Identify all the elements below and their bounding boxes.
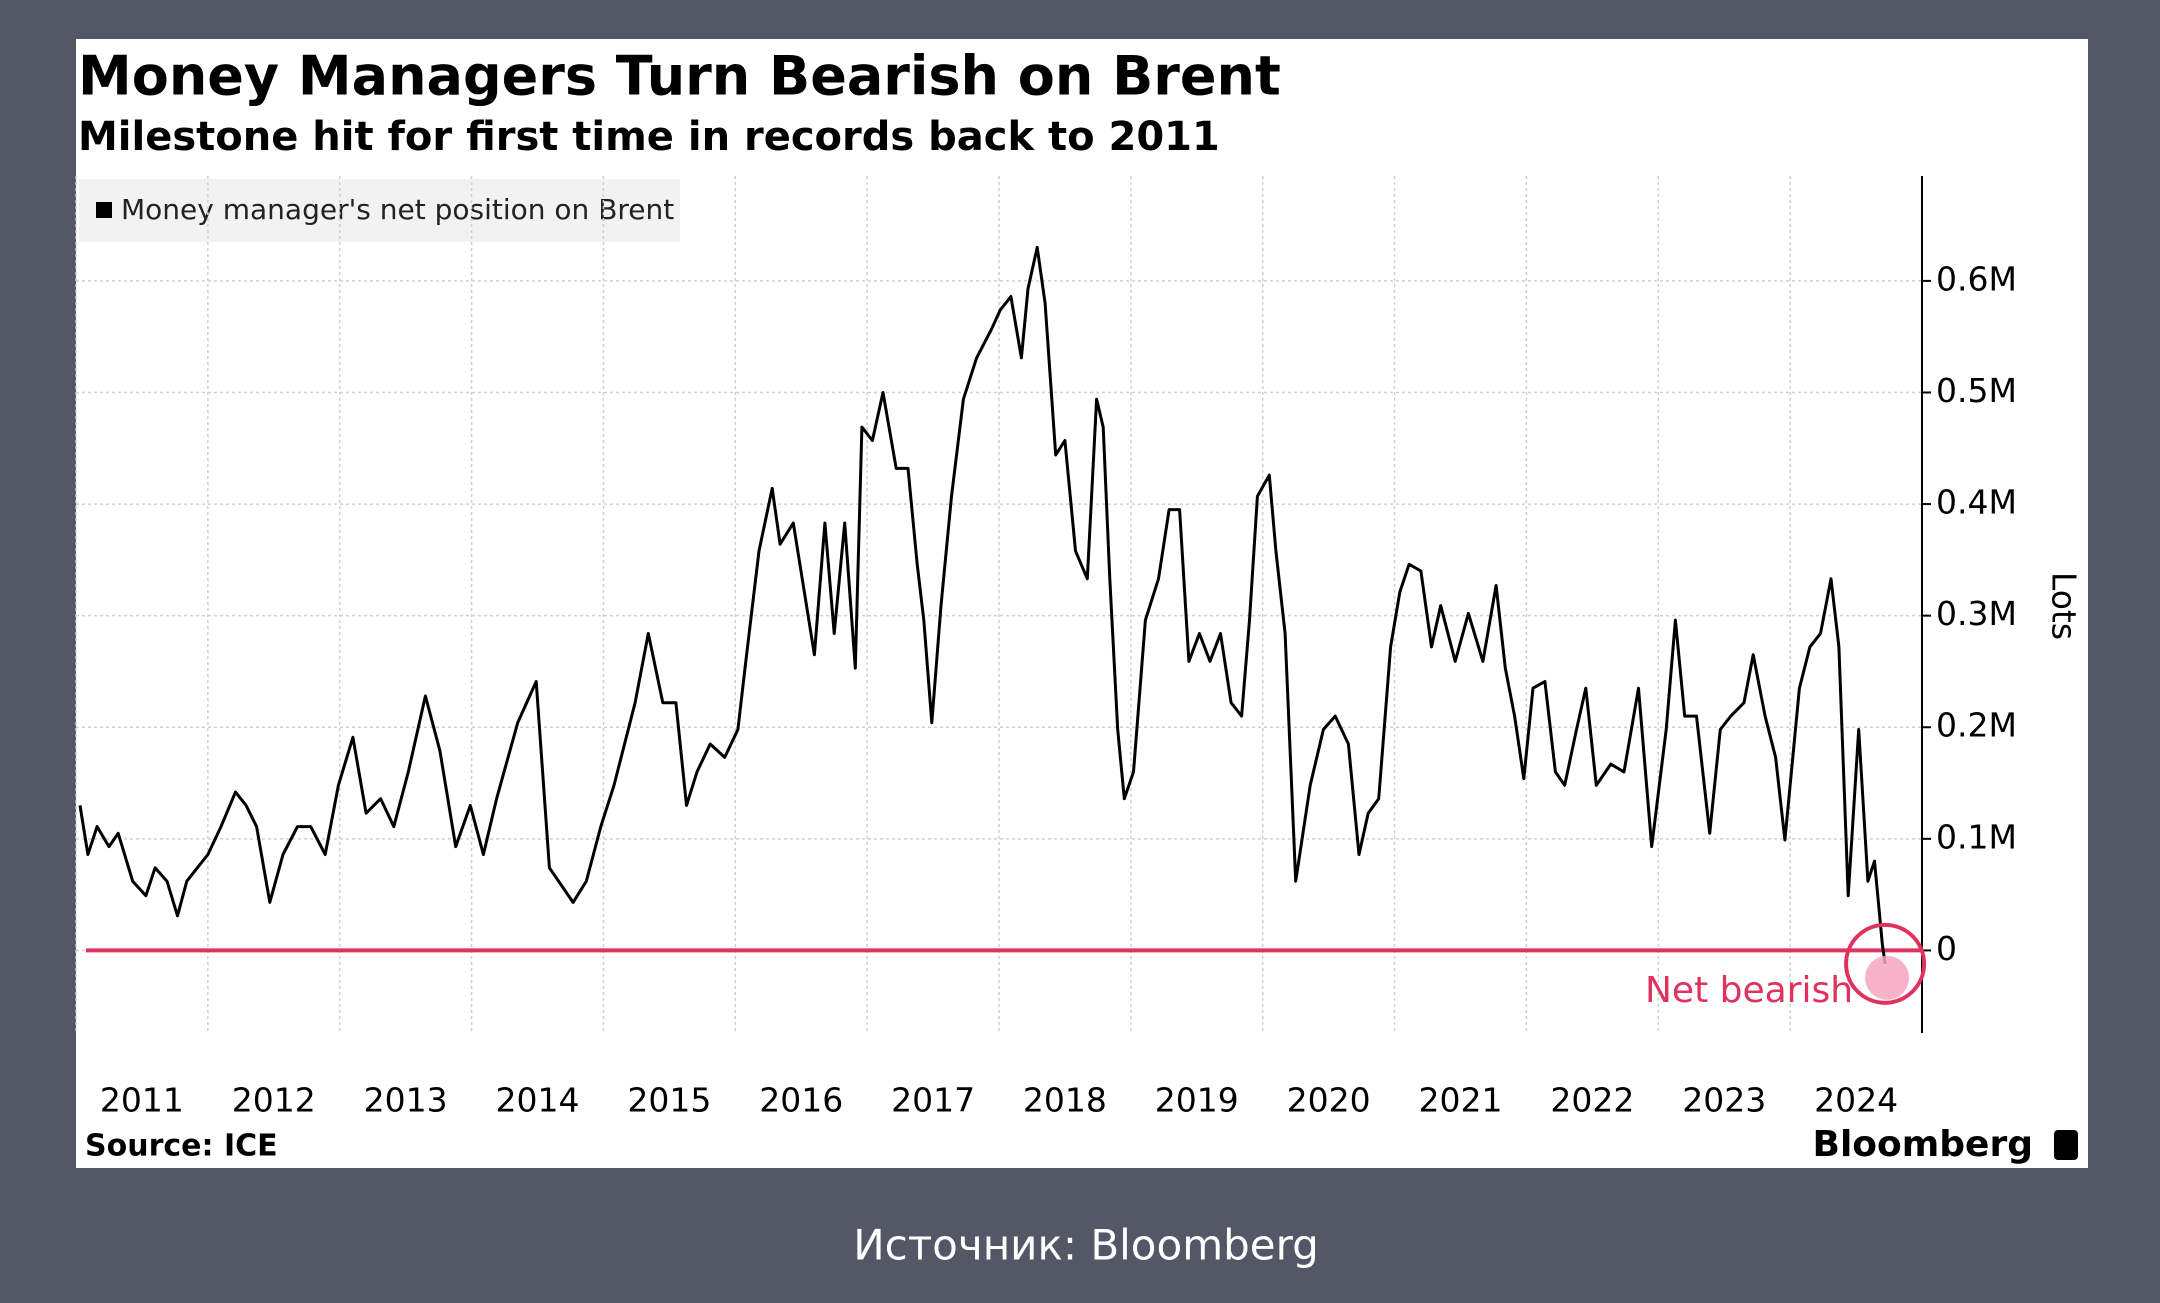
chart-title: Money Managers Turn Bearish on Brent bbox=[78, 45, 1281, 108]
brand-icon bbox=[2054, 1130, 2078, 1160]
y-tick-label: 0.3M bbox=[1936, 594, 2017, 633]
legend-swatch bbox=[96, 202, 112, 218]
x-tick-label: 2021 bbox=[1419, 1081, 1503, 1120]
y-axis-label: Lots bbox=[2045, 572, 2084, 640]
x-tick-label: 2011 bbox=[100, 1081, 184, 1120]
brand: Bloomberg bbox=[1813, 1124, 2033, 1165]
x-tick-label: 2020 bbox=[1287, 1081, 1371, 1120]
highlight-circle bbox=[1844, 922, 1927, 1005]
caption: Источник: Bloomberg bbox=[853, 1221, 1319, 1270]
source: Source: ICE bbox=[85, 1129, 278, 1164]
annotation: Net bearish bbox=[1645, 970, 1853, 1011]
y-tick-label: 0.6M bbox=[1936, 259, 2017, 298]
x-tick-label: 2014 bbox=[496, 1081, 580, 1120]
x-tick-label: 2016 bbox=[759, 1081, 843, 1120]
legend-label: Money manager's net position on Brent bbox=[121, 193, 674, 226]
y-tick-label: 0 bbox=[1936, 929, 1957, 968]
y-tick-label: 0.1M bbox=[1936, 817, 2017, 856]
x-tick-label: 2012 bbox=[232, 1081, 316, 1120]
highlight-fill bbox=[1865, 955, 1910, 1000]
x-tick-label: 2013 bbox=[364, 1081, 448, 1120]
legend-box bbox=[79, 179, 680, 242]
x-tick-label: 2019 bbox=[1155, 1081, 1239, 1120]
x-tick-label: 2017 bbox=[891, 1081, 975, 1120]
x-tick-label: 2015 bbox=[627, 1081, 711, 1120]
y-tick-label: 0.5M bbox=[1936, 371, 2017, 410]
chart-subtitle: Milestone hit for first time in records … bbox=[78, 114, 1220, 160]
data-line bbox=[78, 245, 1887, 965]
x-tick-label: 2018 bbox=[1023, 1081, 1107, 1120]
x-tick-label: 2023 bbox=[1682, 1081, 1766, 1120]
x-tick-label: 2024 bbox=[1814, 1081, 1898, 1120]
y-tick-label: 0.2M bbox=[1936, 706, 2017, 745]
y-tick-label: 0.4M bbox=[1936, 483, 2017, 522]
x-tick-label: 2022 bbox=[1550, 1081, 1634, 1120]
